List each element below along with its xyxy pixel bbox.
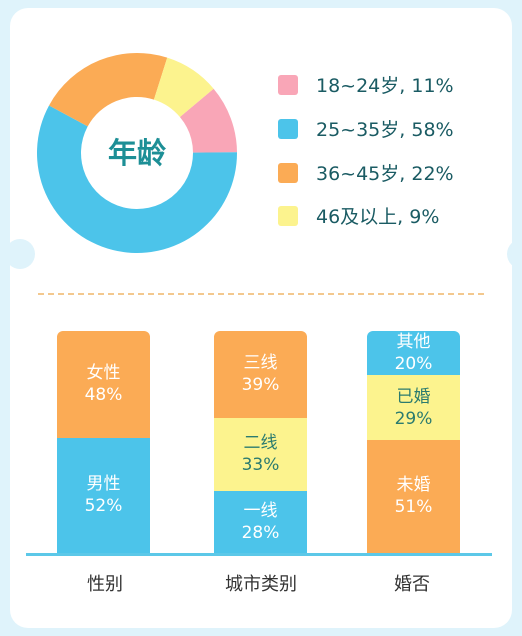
bar-segment-value: 28% — [241, 522, 280, 543]
legend-label: 18~24岁, 11% — [316, 75, 454, 97]
x-label-gender: 性别 — [87, 574, 123, 595]
age-chart-title: 年龄 — [107, 136, 166, 170]
bar-segment-label: 二线 — [243, 433, 278, 454]
bar-segment: 二线 33% — [214, 417, 307, 491]
x-label-marital: 婚否 — [394, 574, 430, 595]
bar-segment-value: 20% — [394, 354, 433, 375]
bar-segment-value: 48% — [84, 385, 123, 406]
bar-segment: 男性 52% — [57, 437, 150, 553]
bar-segment: 三线 39% — [214, 331, 307, 418]
donut-slice-25-35 — [37, 105, 237, 254]
bar-segment-label: 未婚 — [396, 475, 431, 496]
x-label-city-tier: 城市类别 — [225, 574, 297, 595]
bar-segment-label: 三线 — [243, 353, 278, 374]
bar-segment-label: 其他 — [396, 332, 431, 353]
legend-swatch — [278, 75, 298, 95]
legend-label: 36~45岁, 22% — [316, 163, 454, 185]
legend-swatch — [278, 119, 298, 139]
bar-segment: 女性 48% — [57, 331, 150, 438]
bar-segment-value: 33% — [241, 455, 280, 476]
legend-swatch — [278, 206, 298, 226]
donut-slice-46-plus — [153, 57, 214, 118]
bar-segment-value: 39% — [241, 375, 280, 396]
bar-segment-label: 一线 — [243, 500, 278, 521]
dashed-divider — [38, 293, 484, 295]
legend-label: 25~35岁, 58% — [316, 119, 454, 141]
bar-segment-label: 男性 — [86, 474, 121, 495]
bar-segment-value: 52% — [84, 496, 123, 517]
legend-label: 46及以上, 9% — [316, 206, 440, 228]
bar-segment: 已婚 29% — [367, 375, 460, 440]
card-notch-left — [5, 239, 35, 269]
bar-baseline — [26, 553, 492, 556]
bar-segment: 其他 20% — [367, 331, 460, 376]
donut-slice-36-45 — [49, 52, 168, 127]
card-notch-right — [507, 239, 522, 269]
bar-segment-value: 51% — [394, 497, 433, 518]
legend-swatch — [278, 163, 298, 183]
bar-segment-label: 已婚 — [396, 386, 431, 407]
bar-segment: 一线 28% — [214, 490, 307, 553]
bar-segment-label: 女性 — [86, 363, 121, 384]
donut-slice-18-24 — [179, 88, 237, 153]
bar-segment: 未婚 51% — [367, 439, 460, 553]
bar-segment-value: 29% — [394, 408, 433, 429]
